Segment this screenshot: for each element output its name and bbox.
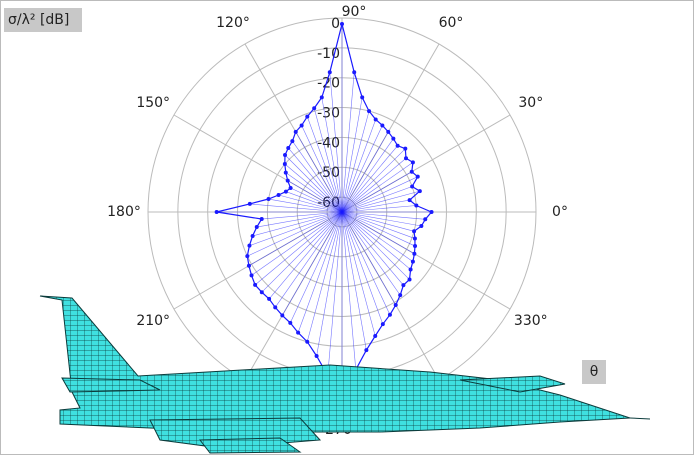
theta-tick-label: 330° [514, 313, 548, 329]
rcs-point [267, 297, 271, 301]
rcs-point [312, 106, 316, 110]
rcs-point [398, 293, 402, 297]
rcs-point [408, 198, 412, 202]
rcs-point [403, 147, 407, 151]
rcs-point [381, 322, 385, 326]
theta-tick-label: 120° [216, 15, 250, 31]
rcs-point [373, 334, 377, 338]
theta-label: θ [590, 364, 599, 380]
rcs-point [315, 354, 319, 358]
rcs-point [411, 260, 415, 264]
rcs-point [409, 268, 413, 272]
rcs-point [286, 146, 290, 150]
rcs-point [413, 244, 417, 248]
rcs-point [414, 203, 418, 207]
rcs-point [267, 197, 271, 201]
rcs-point [367, 109, 371, 113]
rcs-point [248, 202, 252, 206]
theta-tick-label: 180° [107, 204, 141, 220]
r-tick-label: 0 [331, 16, 340, 32]
rcs-point [283, 162, 287, 166]
theta-tick-label: 90° [342, 4, 367, 20]
rcs-point [283, 153, 287, 157]
theta-tick-label: 0° [552, 204, 568, 220]
rcs-point [290, 139, 294, 143]
rcs-point [374, 117, 378, 121]
rcs-point [328, 70, 332, 74]
rcs-point [300, 123, 304, 127]
rcs-point [273, 305, 277, 309]
theta-tick-label: 150° [136, 95, 170, 111]
rcs-point [305, 115, 309, 119]
rcs-point [253, 283, 257, 287]
page: 0-10-20-30-40-50-600°30°60°90°120°150°18… [0, 0, 694, 455]
rcs-point [277, 193, 281, 197]
rcs-point [305, 340, 309, 344]
rcs-point [416, 175, 420, 179]
rcs-point [215, 210, 219, 214]
rcs-point [284, 171, 288, 175]
chart: 0-10-20-30-40-50-600°30°60°90°120°150°18… [0, 0, 694, 455]
rcs-point [419, 224, 423, 228]
rcs-point [380, 123, 384, 127]
rcs-point [280, 313, 284, 317]
rcs-point [410, 170, 414, 174]
rcs-point [412, 252, 416, 256]
rcs-point [360, 95, 364, 99]
rcs-point [394, 303, 398, 307]
rcs-point [413, 237, 417, 241]
r-tick-label: -50 [317, 165, 340, 181]
rcs-point [352, 70, 356, 74]
rcs-point [284, 190, 288, 194]
rcs-point [294, 130, 298, 134]
rcs-point [391, 137, 395, 141]
rcs-point [247, 244, 251, 248]
rcs-point [411, 160, 415, 164]
rcs-point [364, 348, 368, 352]
rcs-point [296, 331, 300, 335]
rcs-point [255, 225, 259, 229]
theta-tick-label: 60° [439, 15, 464, 31]
rcs-point [430, 210, 434, 214]
rcs-point [408, 278, 412, 282]
rcs-point [250, 273, 254, 277]
rcs-point [410, 184, 414, 188]
r-tick-label: -30 [317, 106, 340, 122]
rcs-point [247, 264, 251, 268]
rcs-point [388, 313, 392, 317]
rcs-point [320, 95, 324, 99]
rcs-point [418, 189, 422, 193]
rcs-point [245, 254, 249, 258]
rcs-point [340, 22, 344, 26]
rcs-point [288, 321, 292, 325]
theta-tick-label: 30° [518, 95, 543, 111]
rcs-point [289, 186, 293, 190]
theta-tick-label: 210° [136, 313, 170, 329]
rcs-point [251, 234, 255, 238]
rcs-point [412, 229, 416, 233]
rcs-point [386, 130, 390, 134]
chart-title: σ/λ² [dB] [8, 12, 69, 28]
r-tick-label: -10 [317, 46, 340, 62]
rcs-point [396, 144, 400, 148]
rcs-point [423, 217, 427, 221]
rcs-point [401, 283, 405, 287]
rcs-point [260, 217, 264, 221]
rcs-point [260, 290, 264, 294]
rcs-point [404, 156, 408, 160]
rcs-point [286, 179, 290, 183]
